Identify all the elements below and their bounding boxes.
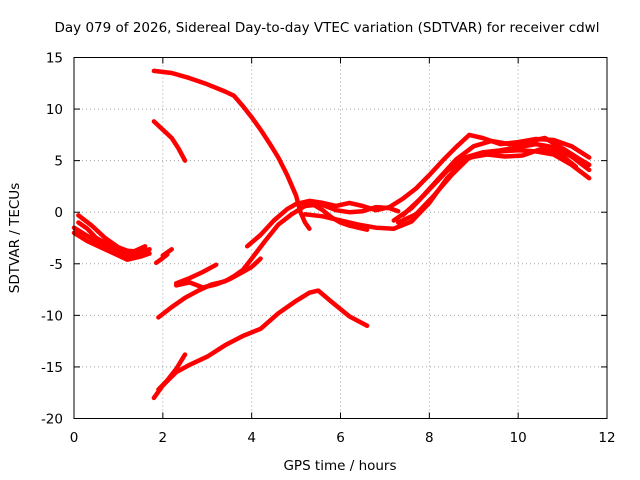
y-tick-label: 15 [46, 51, 63, 67]
x-tick-label: 8 [425, 430, 434, 446]
y-axis-label: SDTVAR / TECUs [7, 183, 23, 293]
grid-lines [74, 57, 607, 419]
y-tick-labels: -20 -15 -10 -5 0 5 10 15 [41, 51, 63, 428]
y-tick-label: 0 [54, 205, 63, 221]
axis-ticks [73, 57, 608, 419]
y-tick-label: -5 [50, 257, 63, 273]
series-track-16 [302, 148, 592, 231]
x-axis-label: GPS time / hours [283, 458, 396, 474]
x-tick-label: 4 [247, 430, 256, 446]
series-track-11 [173, 256, 263, 290]
data-series-group [71, 68, 592, 401]
series-track-7 [151, 119, 188, 163]
y-tick-label: -20 [41, 412, 63, 428]
x-tick-labels: 0 2 4 6 8 10 12 [70, 430, 616, 446]
series-track-4 [76, 220, 139, 254]
series-track-18 [400, 135, 592, 218]
x-tick-label: 6 [336, 430, 345, 446]
series-track-6 [160, 247, 174, 258]
y-tick-label: -10 [41, 308, 63, 324]
series-track-9 [156, 202, 370, 320]
series-track-10 [173, 262, 219, 286]
series-track-19 [395, 147, 579, 225]
series-track-2 [71, 230, 152, 262]
y-tick-label: -15 [41, 360, 63, 376]
x-tick-label: 2 [159, 430, 168, 446]
chart-title: Day 079 of 2026, Sidereal Day-to-day VTE… [55, 20, 600, 36]
x-tick-label: 12 [598, 430, 615, 446]
x-tick-label: 10 [510, 430, 527, 446]
y-tick-label: 10 [46, 102, 63, 118]
x-tick-label: 0 [70, 430, 79, 446]
y-tick-label: 5 [54, 154, 63, 170]
series-track-14 [156, 352, 188, 392]
series-track-13 [151, 288, 370, 401]
